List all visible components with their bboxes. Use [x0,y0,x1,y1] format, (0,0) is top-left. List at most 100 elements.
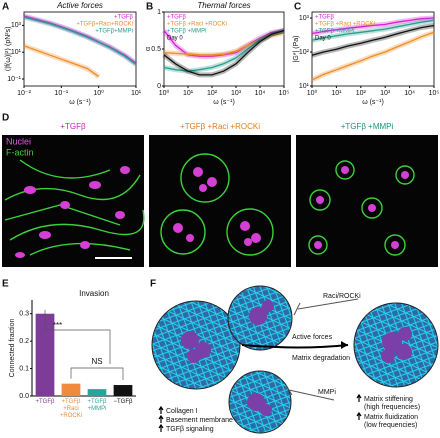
list-item: Matrix fluidization [364,414,418,421]
cells [181,300,412,416]
nuclei [15,166,409,258]
series-line [163,29,285,58]
list-item: Basement membrane [166,417,233,424]
series-line [163,30,285,72]
legend-entry: +TGFβ +MMPi [167,29,206,35]
x-tick-label: 10² [207,90,218,97]
x-tick-label: +TGFβ +MMPi [87,399,107,412]
inhibition [293,298,359,316]
condition-label: +TGFβ +Raci +ROCKi [180,122,260,131]
y-tick-label: 10² [299,49,310,56]
actin [4,153,415,256]
bracket [70,367,124,381]
x-tick-label: +TGFβ +Raci +ROCKi [59,399,83,419]
inhibitor: MMPi [318,389,336,396]
y-tick-label: 0.1 [19,365,29,372]
x-tick-label: 10⁵ [429,90,440,97]
panel-letter: F [150,279,156,290]
x-tick-label: 10⁻¹ [54,90,68,97]
x-tick-label: 10³ [380,90,391,97]
y-tick-label: 0.2 [19,338,29,345]
panel-letter: E [2,279,9,290]
x-tick-label: 10¹ [183,90,194,97]
legend-entry: +TGFβ [167,15,187,21]
condition-label: +TGFβ +MMPi [341,122,394,131]
bar [87,389,107,396]
microscopy-images [2,135,438,267]
x-tick-label: 10¹ [131,90,142,97]
legend-entry: +TGFβ +Raci +ROCKi [315,22,375,28]
y-tick-label: 10³ [11,22,22,29]
y-tick-label: 1 [157,9,161,16]
y-tick-label: 0.0 [19,393,29,400]
x-tick-label: 10⁴ [255,90,266,97]
y-tick-label: 10¹ [11,49,22,56]
chart-title: Thermal forces [197,1,250,10]
legend-entry: +TGFβ+Raci+ROCKi [76,22,133,28]
x-tick-label: 10⁴ [404,90,415,97]
y-tick-label: 10³ [299,15,310,22]
x-tick-label: −TGFβ [113,399,133,405]
bar [61,383,81,396]
legend-entry: +TGFβ+MMPi [95,29,133,35]
x-tick-label: 10² [356,90,367,97]
y-tick-label: 0 [157,83,161,90]
series-line [23,15,137,64]
list-item: (low frequencies) [364,422,417,429]
legend-entry: Day 0 [315,36,331,42]
list-item: (high frequencies) [364,404,420,411]
y-tick-label: 10⁻¹ [7,76,21,83]
series-line [311,31,435,81]
x-tick-label: 10⁰ [93,89,104,97]
channel-label: Nuclei [6,136,31,146]
legend-entry: +TGFβ [114,15,134,21]
arrow [241,344,349,349]
bar [113,385,133,396]
x-tick-label: 10³ [231,90,242,97]
series-line [311,17,435,35]
process: Active forces [292,334,333,341]
arrowhead [341,341,348,349]
list-item: Collagen I [166,408,198,415]
channel-label: F-actin [6,147,34,157]
y-axis-label: α [145,47,152,51]
panel-letter: C [294,2,301,13]
list-item: Matrix stiffening [364,396,413,403]
x-axis-label: ω (s⁻¹) [213,99,235,106]
y-tick-label: 10¹ [299,83,310,90]
series-line [163,29,285,76]
bar [35,313,55,396]
y-tick-label: 0.3 [19,311,29,318]
image-raci-rocki [149,135,291,267]
panel-letter: B [146,2,153,13]
panel-letter: D [2,113,9,124]
series-line [311,19,435,41]
plot-frame [311,11,435,87]
y-tick-label: 0.5 [151,46,161,53]
list-item: TGFβ signaling [166,426,214,433]
y-axis-label: |G*| (Pa) [293,36,300,63]
x-tick-label: 10⁰ [159,89,170,97]
bracket [44,309,111,364]
series-line [23,45,100,78]
image-tgfb [2,135,144,267]
x-tick-label: 10⁰ [307,89,318,97]
condition-label: +TGFβ [60,122,86,131]
x-tick-label: +TGFβ [35,399,55,405]
diagram [151,285,439,434]
x-tick-label: 10⁵ [279,90,290,97]
legend-entry: +TGFβ [315,15,335,21]
plot-frame [23,11,137,87]
chart-title: Active forces [56,1,103,10]
series-line [23,16,137,66]
panel-letter: A [2,2,9,13]
x-axis-label: ω (s⁻¹) [362,99,384,106]
legend-entry: +TGFβ +Raci +ROCKi [167,22,227,28]
x-tick-label: 10⁻² [17,90,31,97]
inhibitor: Raci/ROCKi [323,293,361,300]
y-axis-label: Connected fraction [9,319,16,378]
y-axis-label: ⟨|f(ω)|²⟩ (pN²s) [4,27,12,72]
chart-title: Invasion [79,289,109,298]
